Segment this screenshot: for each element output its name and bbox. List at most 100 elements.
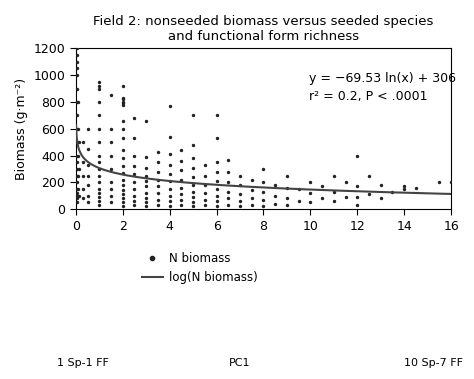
Point xyxy=(178,202,185,208)
Point xyxy=(401,183,408,190)
Point xyxy=(79,186,87,192)
Point xyxy=(154,149,162,155)
Point xyxy=(319,183,326,190)
Point xyxy=(307,199,314,205)
Point xyxy=(131,115,138,121)
Point xyxy=(95,112,103,118)
Point xyxy=(142,195,150,201)
Point xyxy=(95,194,103,200)
Point xyxy=(307,179,314,185)
Point xyxy=(84,172,91,179)
Point xyxy=(131,163,138,169)
Point xyxy=(95,179,103,185)
Point xyxy=(131,193,138,199)
Point xyxy=(95,79,103,85)
Point xyxy=(119,191,127,197)
Point xyxy=(166,151,173,157)
Point xyxy=(73,139,81,145)
Point xyxy=(330,198,337,204)
Point xyxy=(201,202,209,208)
Point xyxy=(189,174,197,180)
Point xyxy=(248,187,255,193)
Point xyxy=(84,199,91,205)
Text: y = −69.53 ln(x) + 306: y = −69.53 ln(x) + 306 xyxy=(309,72,456,85)
Point xyxy=(248,177,255,183)
Point xyxy=(142,164,150,171)
Point xyxy=(166,162,173,168)
Point xyxy=(131,179,138,185)
Point xyxy=(178,191,185,197)
Point xyxy=(166,178,173,184)
Point xyxy=(95,172,103,179)
Point xyxy=(95,159,103,165)
Point xyxy=(213,204,220,210)
Point xyxy=(236,198,244,204)
Point xyxy=(119,126,127,132)
Point xyxy=(178,197,185,203)
Point xyxy=(260,189,267,195)
Point xyxy=(154,197,162,203)
Point xyxy=(436,179,443,185)
Point xyxy=(142,178,150,184)
Point xyxy=(95,99,103,105)
Point xyxy=(119,99,127,105)
Point xyxy=(283,202,291,208)
Point xyxy=(295,198,302,204)
Point xyxy=(225,179,232,185)
Point xyxy=(213,169,220,175)
Point xyxy=(95,190,103,196)
Point xyxy=(225,202,232,208)
Point xyxy=(189,155,197,161)
Point xyxy=(107,166,115,172)
Point xyxy=(154,159,162,165)
Point xyxy=(166,103,173,109)
Point xyxy=(73,199,81,205)
Point xyxy=(154,202,162,208)
Point xyxy=(73,190,81,196)
Point xyxy=(389,189,396,195)
Point xyxy=(95,86,103,92)
Point xyxy=(272,182,279,188)
Point xyxy=(142,117,150,124)
Point xyxy=(95,152,103,158)
Y-axis label: Biomass (g·m⁻²): Biomass (g·m⁻²) xyxy=(15,78,28,180)
Point xyxy=(319,195,326,201)
Point xyxy=(107,126,115,132)
Point xyxy=(131,202,138,208)
Point xyxy=(189,182,197,188)
Point xyxy=(73,112,81,118)
Point xyxy=(73,86,81,92)
Point xyxy=(225,189,232,195)
Point xyxy=(142,154,150,160)
Point xyxy=(330,172,337,179)
Point xyxy=(95,202,103,208)
Point xyxy=(189,142,197,148)
Point xyxy=(166,186,173,192)
Point xyxy=(119,199,127,205)
Point xyxy=(142,190,150,196)
Point xyxy=(73,193,81,199)
Point xyxy=(95,198,103,204)
Point xyxy=(283,172,291,179)
Point xyxy=(166,198,173,204)
Point xyxy=(142,183,150,190)
Point xyxy=(142,172,150,179)
Point xyxy=(154,177,162,183)
Point xyxy=(119,182,127,188)
Point xyxy=(74,126,82,132)
Point xyxy=(236,182,244,188)
Point xyxy=(119,170,127,176)
Point xyxy=(73,72,81,78)
Point xyxy=(166,204,173,210)
Point xyxy=(84,193,91,199)
Point xyxy=(213,186,220,192)
Point xyxy=(119,155,127,161)
Point xyxy=(307,190,314,196)
Point xyxy=(189,112,197,118)
Point xyxy=(107,92,115,98)
Point xyxy=(154,190,162,196)
Title: Field 2: nonseeded biomass versus seeded species
and functional form richness: Field 2: nonseeded biomass versus seeded… xyxy=(93,15,434,43)
Point xyxy=(166,171,173,177)
Point xyxy=(236,191,244,197)
Point xyxy=(201,197,209,203)
